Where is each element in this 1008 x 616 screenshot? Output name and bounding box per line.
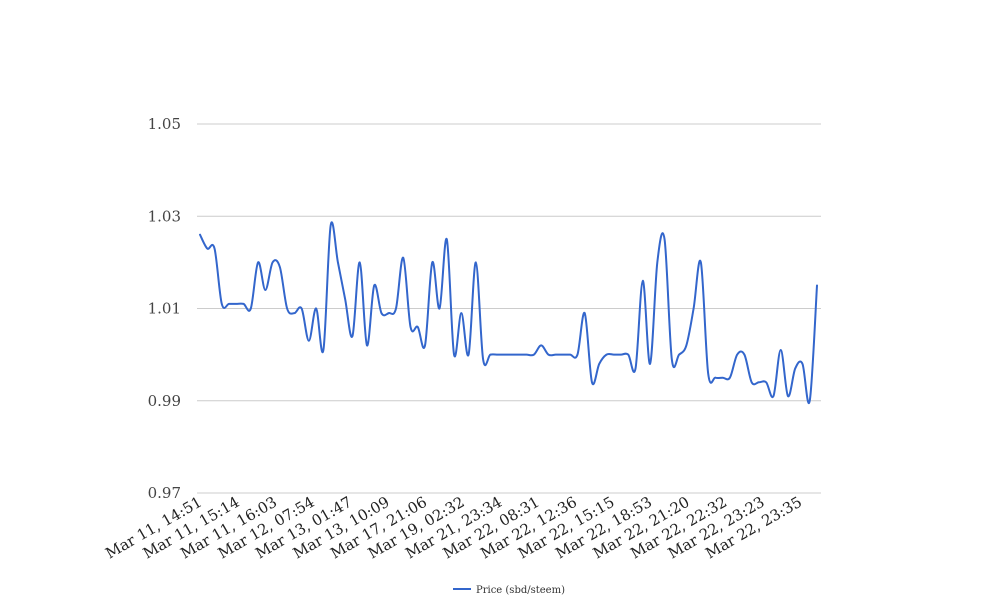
gridlines (197, 123, 821, 494)
series-line-price (199, 221, 818, 405)
legend: Price (sbd/steem) (453, 585, 565, 596)
y-axis-ticks: 0.97 0.99 1.01 1.03 1.05 (148, 115, 181, 502)
y-tick-label: 0.99 (148, 392, 181, 410)
y-tick-label: 1.01 (148, 300, 181, 318)
series-lines (199, 221, 818, 405)
legend-label: Price (sbd/steem) (476, 585, 565, 596)
y-tick-label: 0.97 (148, 484, 181, 502)
y-tick-label: 1.05 (148, 115, 181, 133)
y-tick-label: 1.03 (148, 207, 181, 225)
